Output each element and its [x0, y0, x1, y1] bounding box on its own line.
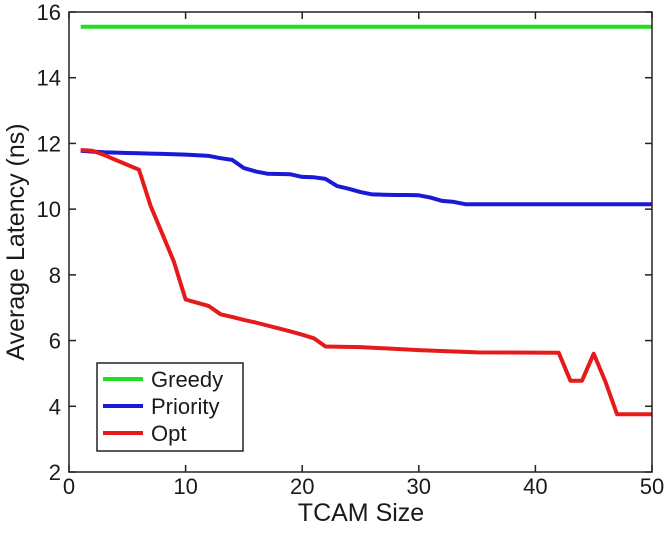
legend-label-greedy: Greedy: [151, 367, 223, 392]
y-tick-label: 10: [37, 197, 61, 222]
series-line-priority: [80, 148, 652, 207]
y-tick-label: 6: [49, 329, 61, 354]
ticks-layer: 0 10 20 30 40 50 2 4 6 8 10 12 14 16: [37, 0, 665, 499]
y-tick-label: 2: [49, 460, 61, 485]
y-tick-label: 14: [37, 66, 61, 91]
x-tick-label: 10: [173, 474, 197, 499]
x-tick-label: 30: [407, 474, 431, 499]
series-layer: [80, 24, 652, 417]
x-tick-label: 40: [523, 474, 547, 499]
x-tick-label: 20: [290, 474, 314, 499]
series-line-opt: [80, 148, 652, 417]
y-tick-label: 16: [37, 0, 61, 25]
x-tick-label: 0: [63, 474, 75, 499]
axes-layer: [68, 11, 653, 473]
plot-frame: [68, 11, 653, 473]
y-tick-label: 4: [49, 394, 61, 419]
legend-label-opt: Opt: [151, 421, 186, 446]
y-tick-label: 8: [49, 263, 61, 288]
x-tick-label: 50: [640, 474, 664, 499]
x-axis-title: TCAM Size: [298, 499, 424, 527]
legend-label-priority: Priority: [151, 394, 219, 419]
y-axis-title: Average Latency (ns): [2, 123, 30, 360]
y-tick-label: 12: [37, 131, 61, 156]
